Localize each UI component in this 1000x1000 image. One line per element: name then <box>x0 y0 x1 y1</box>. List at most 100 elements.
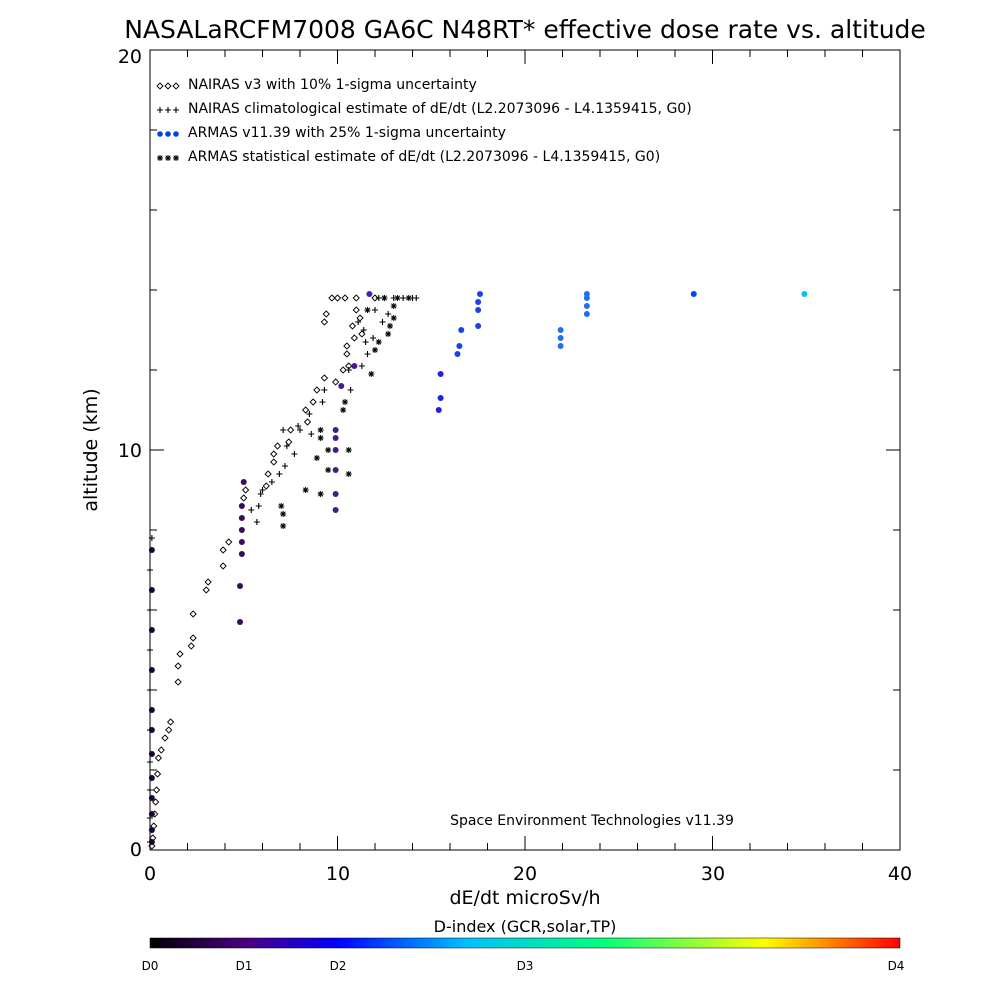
legend-marker-3 <box>157 155 163 161</box>
series-1-point <box>147 787 153 793</box>
series-0-point <box>313 386 321 394</box>
series-0-point <box>189 610 197 618</box>
series-3-point <box>390 303 397 309</box>
series-0-point <box>356 314 364 322</box>
series-0-point <box>320 374 329 382</box>
series-0-point <box>352 294 360 302</box>
legend-marker-2 <box>173 131 179 137</box>
series-1-point <box>283 443 290 449</box>
series-2-point <box>437 395 444 401</box>
series-2-point <box>238 551 245 557</box>
colorbar-tick-d2: D2 <box>330 959 347 973</box>
series-2-point <box>690 291 697 297</box>
series-3-point <box>375 339 382 345</box>
credit-text: Space Environment Technologies v11.39 <box>450 813 734 829</box>
legend-marker-3 <box>165 155 171 161</box>
series-1-point <box>255 503 262 509</box>
series-3-point <box>368 371 375 377</box>
series-1-point <box>372 307 378 313</box>
series-3-point <box>313 455 320 461</box>
series-0-point <box>174 662 182 670</box>
series-2-point <box>238 527 245 533</box>
series-1-point <box>306 411 313 417</box>
legend-marker-1 <box>157 107 163 113</box>
colorbar-label: D-index (GCR,solar,TP) <box>434 917 617 936</box>
series-0-point <box>322 310 330 318</box>
series-1-point <box>321 387 328 393</box>
series-3-point <box>372 347 378 353</box>
series-0-point <box>165 726 173 734</box>
tick-marks <box>149 49 901 851</box>
series-0-point <box>285 438 293 446</box>
series-0-point <box>157 746 165 754</box>
series-2-point <box>148 751 155 757</box>
legend: NAIRAS v3 with 10% 1-sigma uncertainty N… <box>156 77 692 165</box>
series-1-point <box>148 535 155 541</box>
series-3-point <box>394 295 401 301</box>
legend-marker-2 <box>165 131 171 137</box>
series-3-point <box>387 323 393 329</box>
series-1-point <box>400 295 407 301</box>
series-2-point <box>454 351 461 357</box>
series-3-point <box>325 467 332 473</box>
series-3-point <box>325 447 332 453</box>
series-1-point <box>360 327 367 333</box>
colorbar-tick-d0: D0 <box>142 959 159 973</box>
series-3-point <box>317 491 324 497</box>
series-1-point <box>257 491 264 497</box>
series-1-point <box>268 479 275 485</box>
series-2-point <box>148 667 155 673</box>
series-1-point <box>358 363 365 369</box>
series-2-point <box>351 363 358 369</box>
series-0-point <box>153 770 162 778</box>
series-2-point <box>148 627 155 633</box>
series-2-point <box>332 507 339 513</box>
series-0-point <box>176 650 184 658</box>
series-0-point <box>202 586 210 594</box>
series-1-point <box>282 463 288 469</box>
series-1-point <box>345 367 352 373</box>
series-1-point <box>370 335 377 341</box>
series-3-point <box>278 503 285 509</box>
series-0-point <box>270 458 278 466</box>
series-1-point <box>375 295 382 301</box>
x-axis-label: dE/dt microSv/h <box>449 887 600 909</box>
series-2-point <box>475 307 482 313</box>
legend-marker-0 <box>156 82 164 90</box>
colorbar <box>149 937 901 949</box>
series-3-point <box>345 471 352 477</box>
series-0-point <box>286 426 295 434</box>
series-0-point <box>301 406 310 414</box>
series-0-point <box>371 294 379 302</box>
series-0-point <box>225 538 233 546</box>
plot-frame <box>149 49 901 851</box>
series-0-point <box>320 318 329 326</box>
series-2-point <box>148 775 155 781</box>
series-1-point <box>297 427 303 433</box>
series-2-point <box>458 327 465 333</box>
series-0-point <box>166 718 175 726</box>
series-1-point <box>147 647 153 653</box>
series-3-point <box>340 407 347 413</box>
series-2-point <box>583 291 590 297</box>
series-2-point <box>332 427 339 433</box>
x-tick-label: 0 <box>144 863 156 885</box>
legend-entry-nairas-v3: NAIRAS v3 with 10% 1-sigma uncertainty <box>188 77 477 93</box>
series-1-point <box>147 687 153 693</box>
series-2-point <box>332 435 339 441</box>
series-3-point <box>317 427 324 433</box>
y-axis-label: altitude (km) <box>80 388 102 511</box>
series-0-point <box>328 294 336 302</box>
series-0-point <box>204 578 212 586</box>
series-1-point <box>355 319 362 325</box>
series-0-point <box>219 546 227 554</box>
series-0-point <box>154 754 163 762</box>
series-2-point <box>148 587 155 593</box>
series-0-point <box>348 322 357 330</box>
series-2-point <box>148 839 155 845</box>
colorbar-tick-d3: D3 <box>517 959 534 973</box>
series-0-point <box>174 678 182 686</box>
series-2-point <box>148 827 155 833</box>
series-1-point <box>291 451 298 457</box>
series-1-point <box>413 295 420 301</box>
